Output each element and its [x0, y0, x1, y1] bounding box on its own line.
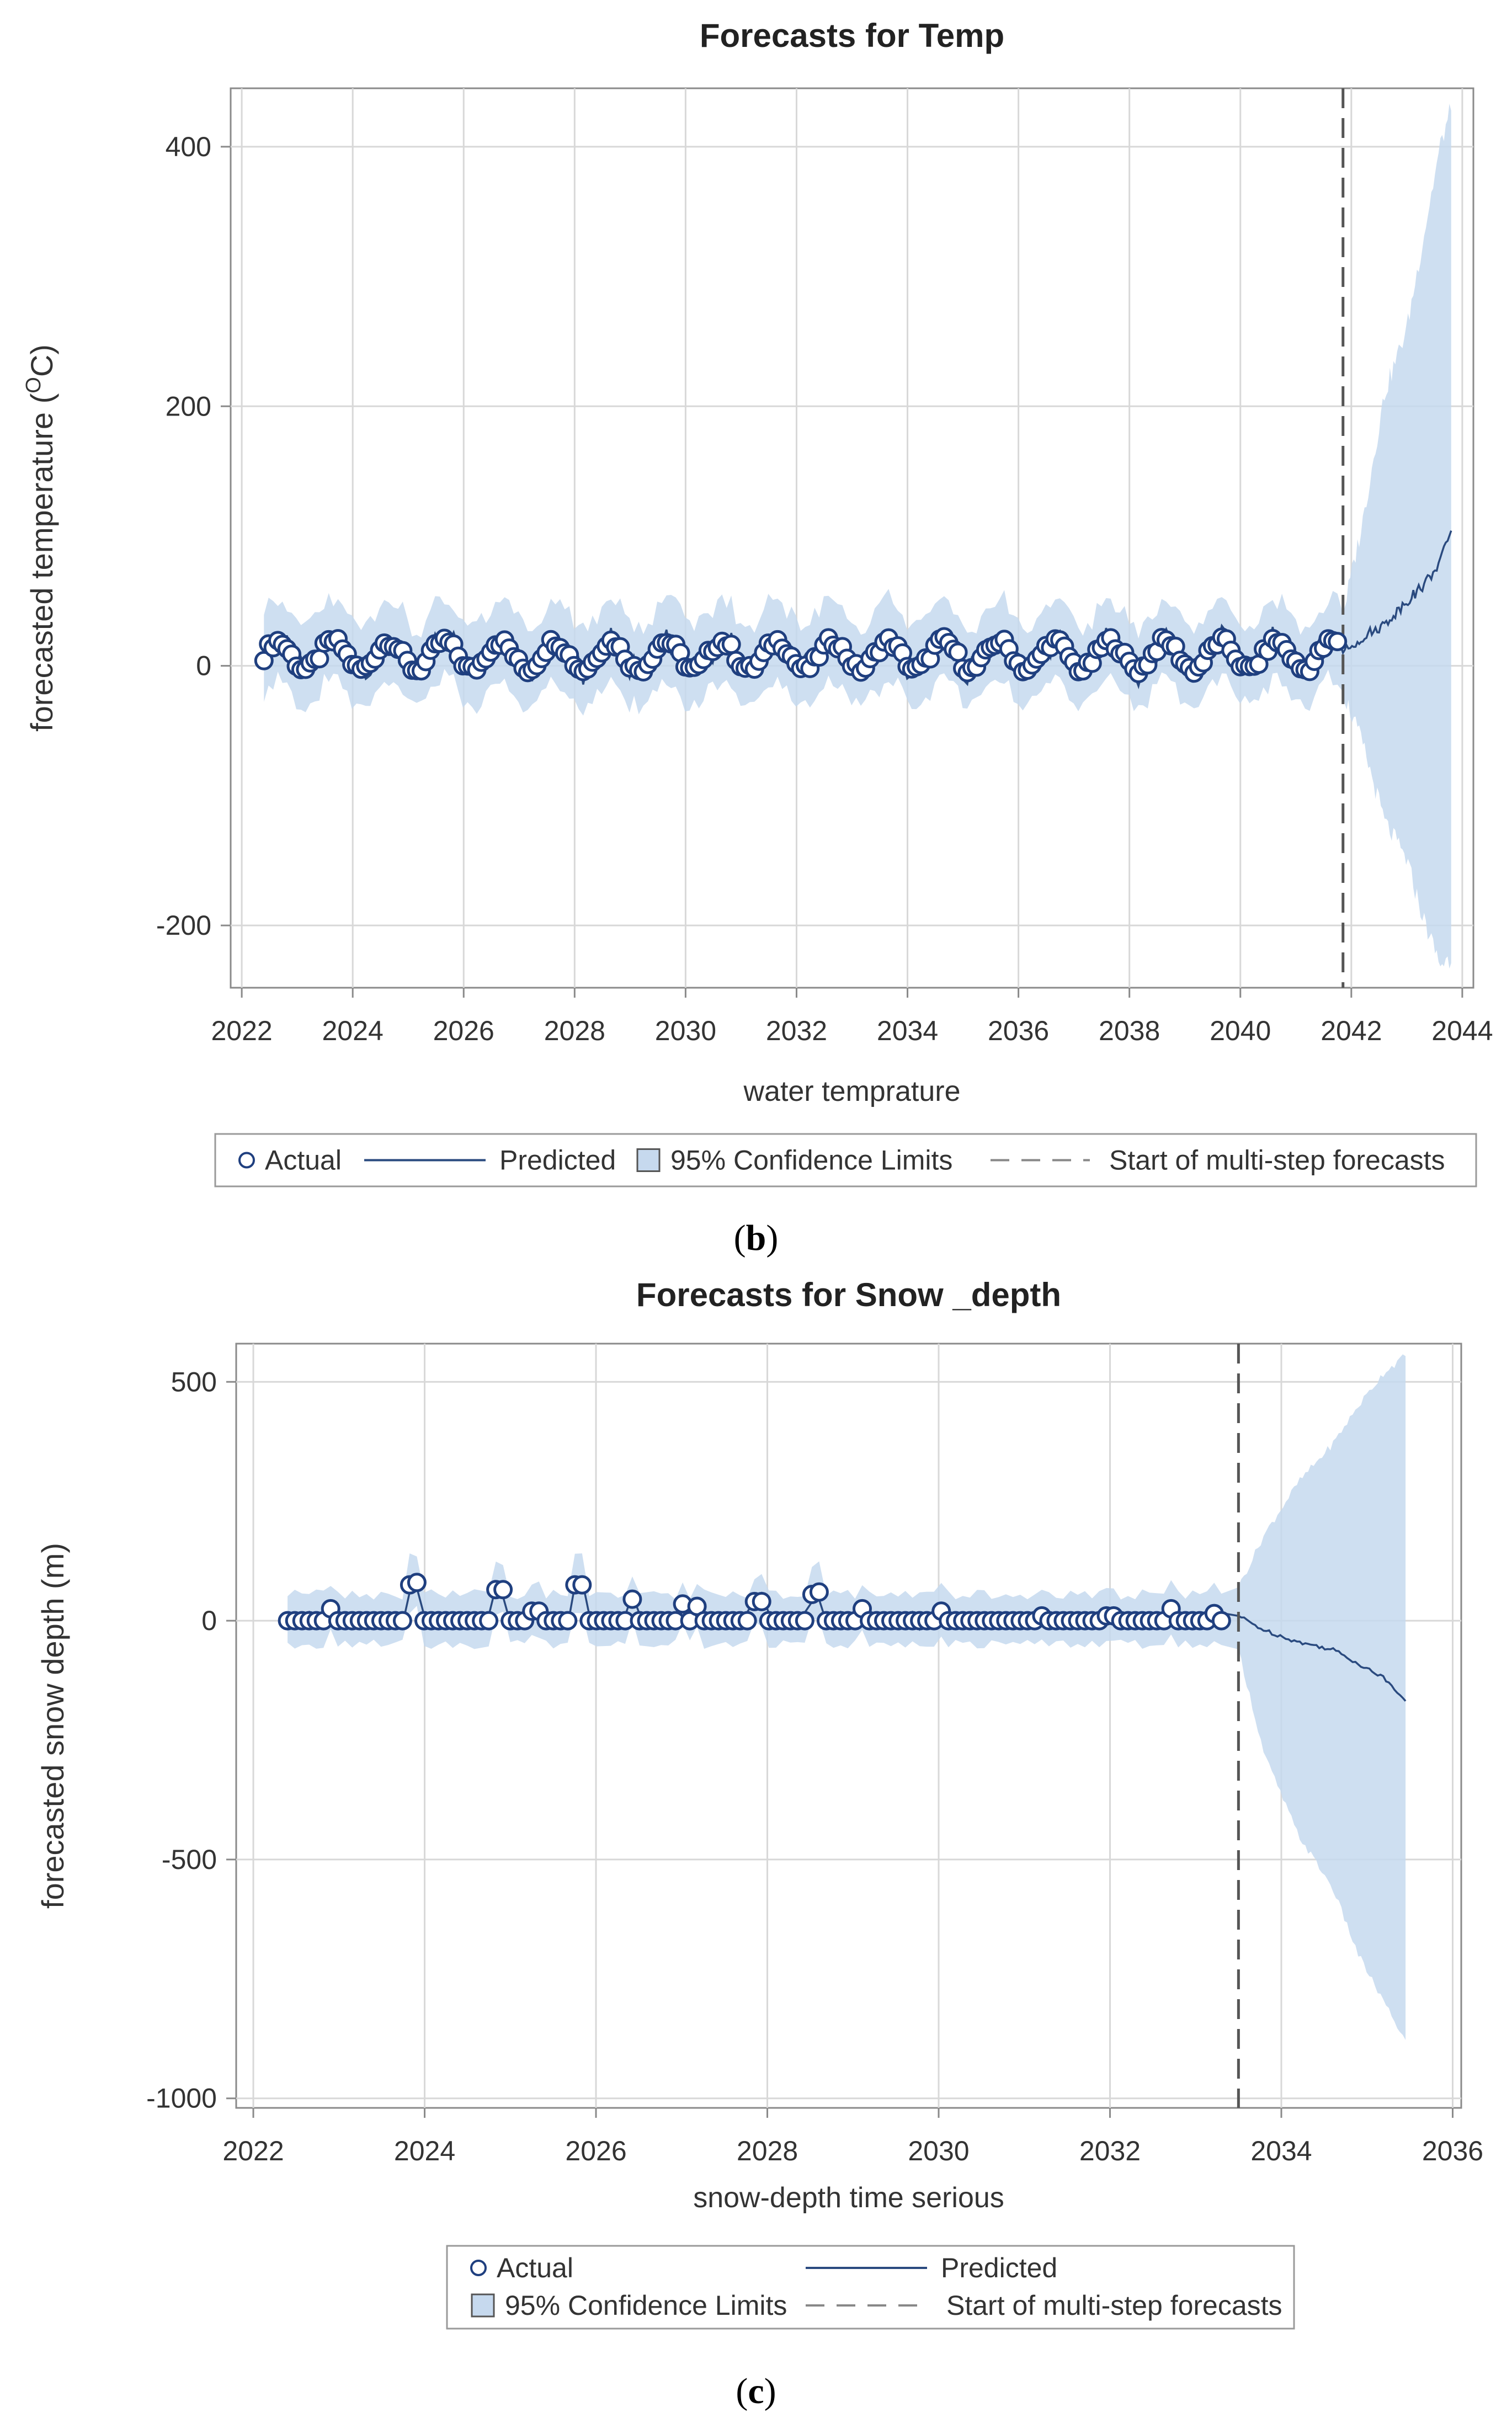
x-tick-label: 2028 — [544, 1015, 605, 1046]
x-tick-label: 2044 — [1431, 1015, 1493, 1046]
caption-open-paren: ( — [734, 1218, 746, 1258]
chart-title: Forecasts for Snow _depth — [636, 1276, 1061, 1313]
actual-point — [1211, 1611, 1231, 1631]
x-tick-label: 2022 — [222, 2135, 284, 2166]
legend-confidence-symbol — [471, 2293, 495, 2318]
legend-forecast-start-label: Start of multi-step forecasts — [1109, 1145, 1445, 1176]
y-tick-label: -500 — [162, 1844, 217, 1875]
legend-actual-label: Actual — [265, 1145, 342, 1176]
actual-point — [737, 1611, 757, 1631]
x-tick-label: 2028 — [737, 2135, 798, 2166]
x-tick-label: 2032 — [766, 1015, 827, 1046]
x-tick-label: 2024 — [322, 1015, 384, 1046]
x-tick-label: 2024 — [394, 2135, 455, 2166]
y-axis-label: forecasted snow depth (m) — [35, 1543, 70, 1909]
legend-box — [446, 2245, 1295, 2330]
legend-confidence-symbol — [636, 1148, 661, 1172]
x-tick-label: 2022 — [211, 1015, 272, 1046]
legend: Actual Predicted 95% Confidence Limits Star… — [214, 1133, 1477, 1187]
legend-predicted-label: Predicted — [499, 1145, 616, 1176]
legend-confidence-label: 95% Confidence Limits — [505, 2290, 787, 2321]
actual-point — [572, 1575, 592, 1595]
x-tick-label: 2036 — [1422, 2135, 1483, 2166]
x-tick-label: 2026 — [433, 1015, 494, 1046]
legend-actual-symbol — [470, 2260, 487, 2276]
actual-point — [795, 1611, 814, 1631]
legend-forecast-start-label: Start of multi-step forecasts — [946, 2290, 1282, 2321]
x-tick-label: 2026 — [565, 2135, 626, 2166]
actual-point — [558, 1611, 578, 1631]
plot-area — [230, 87, 1474, 989]
x-tick-label: 2040 — [1210, 1015, 1271, 1046]
legend-actual-label: Actual — [497, 2252, 573, 2283]
y-tick-label: -200 — [156, 910, 211, 941]
x-tick-label: 2034 — [1250, 2135, 1312, 2166]
actual-point — [622, 1589, 642, 1609]
y-axis-label: forecasted temperature (OC) — [22, 344, 59, 732]
chart-panel-b: Forecasts for Temp 2022 2024 2026 2028 2030 20… — [22, 17, 1493, 1258]
y-tick-label: 400 — [166, 131, 211, 162]
x-tick-label: 2030 — [908, 2135, 969, 2166]
actual-markers — [254, 627, 1348, 683]
actual-point — [809, 1582, 829, 1602]
x-tick-label: 2042 — [1321, 1015, 1382, 1046]
actual-point — [948, 642, 968, 662]
y-axis-label-prefix: forecasted temperature ( — [24, 393, 59, 732]
x-tick-label: 2038 — [1099, 1015, 1160, 1046]
y-tick-label: 0 — [201, 1605, 217, 1636]
actual-point — [721, 635, 741, 654]
legend-predicted-label: Predicted — [941, 2252, 1057, 2283]
legend-actual-symbol — [238, 1152, 255, 1169]
actual-point — [479, 1611, 499, 1631]
actual-point — [1328, 632, 1348, 652]
actual-point — [493, 1580, 513, 1600]
actual-point — [407, 1573, 427, 1593]
x-axis-label: water temprature — [743, 1075, 960, 1107]
y-tick-label: 500 — [171, 1366, 217, 1397]
legend: Actual Predicted 95% Confidence Limits Star… — [446, 2245, 1295, 2330]
legend-confidence-label: 95% Confidence Limits — [670, 1145, 952, 1176]
caption-open-paren: ( — [736, 2371, 748, 2411]
chart-panel-c: Forecasts for Snow _depth 2022 2024 2026 202… — [35, 1276, 1483, 2411]
panel-caption: (b) — [734, 1218, 779, 1258]
caption-letter: c — [748, 2371, 764, 2411]
y-axis-label-suffix: C) — [24, 344, 59, 377]
x-tick-label: 2036 — [988, 1015, 1049, 1046]
y-tick-label: -1000 — [146, 2083, 217, 2114]
x-tick-label: 2030 — [655, 1015, 716, 1046]
caption-letter: b — [746, 1218, 766, 1258]
y-axis-label-superscript: O — [22, 377, 45, 393]
x-tick-label: 2032 — [1079, 2135, 1141, 2166]
panel-caption: (c) — [736, 2371, 776, 2411]
actual-markers — [278, 1573, 1231, 1631]
caption-close-paren: ) — [764, 2371, 776, 2411]
y-tick-label: 0 — [196, 651, 211, 681]
actual-point — [752, 1591, 771, 1611]
chart-title: Forecasts for Temp — [700, 17, 1004, 54]
actual-point — [392, 1611, 412, 1631]
x-tick-label: 2034 — [877, 1015, 938, 1046]
y-tick-label: 200 — [166, 391, 211, 422]
x-axis-label: snow-depth time serious — [693, 2182, 1004, 2214]
actual-point — [310, 649, 329, 669]
caption-close-paren: ) — [766, 1218, 778, 1258]
